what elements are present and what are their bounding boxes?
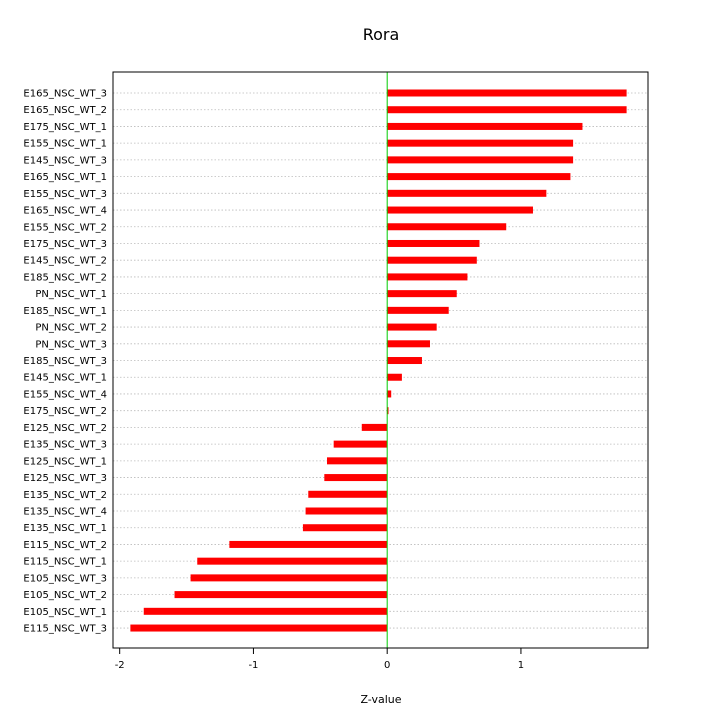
- y-tick-label: E135_NSC_WT_4: [23, 507, 107, 518]
- y-tick-label: E125_NSC_WT_2: [23, 423, 107, 434]
- y-tick-label: PN_NSC_WT_2: [35, 323, 107, 334]
- bar: [387, 189, 547, 197]
- bar: [387, 390, 392, 398]
- chart-title: Rora: [363, 25, 400, 44]
- bar: [190, 574, 388, 582]
- y-tick-label: E145_NSC_WT_3: [23, 155, 107, 166]
- y-tick-label: E175_NSC_WT_1: [23, 122, 107, 133]
- y-tick-label: E115_NSC_WT_3: [23, 624, 107, 635]
- y-tick-label: E135_NSC_WT_3: [23, 440, 107, 451]
- y-tick-label: E145_NSC_WT_2: [23, 256, 107, 267]
- y-tick-labels: E165_NSC_WT_3 E165_NSC_WT_2 E175_NSC_WT_1 E…: [23, 89, 107, 635]
- y-tick-label: E165_NSC_WT_1: [23, 172, 107, 183]
- y-tick-label: E155_NSC_WT_2: [23, 222, 107, 233]
- y-tick-label: E165_NSC_WT_4: [23, 206, 107, 217]
- bar: [387, 239, 480, 247]
- bar: [387, 357, 422, 365]
- y-tick-label: E155_NSC_WT_4: [23, 389, 107, 400]
- x-tick-label: 1: [518, 660, 524, 671]
- y-tick-label: E155_NSC_WT_3: [23, 189, 107, 200]
- bar: [174, 591, 388, 599]
- y-tick-label: E105_NSC_WT_3: [23, 573, 107, 584]
- bar: [387, 156, 574, 164]
- y-tick-label: PN_NSC_WT_1: [35, 289, 107, 300]
- bar: [305, 507, 388, 515]
- y-tick-label: E105_NSC_WT_1: [23, 607, 107, 618]
- y-tick-label: E105_NSC_WT_2: [23, 590, 107, 601]
- bar: [143, 607, 388, 615]
- y-tick-label: E135_NSC_WT_1: [23, 523, 107, 534]
- y-tick-label: E165_NSC_WT_2: [23, 105, 107, 116]
- bar: [387, 139, 574, 147]
- y-tick-label: E175_NSC_WT_3: [23, 239, 107, 250]
- bar: [387, 89, 627, 97]
- x-tick-label: -1: [248, 660, 258, 671]
- bar: [387, 206, 533, 214]
- bar: [387, 290, 457, 298]
- y-tick-label: E165_NSC_WT_3: [23, 89, 107, 100]
- bar: [387, 256, 477, 264]
- bars-layer: [130, 89, 627, 632]
- bar: [197, 557, 388, 565]
- y-tick-label: E185_NSC_WT_3: [23, 356, 107, 367]
- bar: [324, 474, 388, 482]
- y-tick-label: E175_NSC_WT_2: [23, 406, 107, 417]
- bar: [387, 306, 449, 314]
- y-tick-label: E135_NSC_WT_2: [23, 490, 107, 501]
- bar: [327, 457, 388, 465]
- y-tick-label: E155_NSC_WT_1: [23, 139, 107, 150]
- y-tick-label: E115_NSC_WT_1: [23, 557, 107, 568]
- bar: [387, 223, 507, 231]
- bar: [308, 490, 388, 498]
- bar: [130, 624, 388, 632]
- y-tick-label: E185_NSC_WT_2: [23, 272, 107, 283]
- bar: [387, 122, 583, 130]
- y-tick-label: E125_NSC_WT_3: [23, 473, 107, 484]
- bar: [361, 423, 388, 431]
- y-tick-label: E185_NSC_WT_1: [23, 306, 107, 317]
- x-tick-label: 0: [384, 660, 390, 671]
- x-axis-label: Z-value: [360, 693, 401, 706]
- x-axis: -2 -1 0 1: [115, 647, 524, 671]
- bar: [387, 407, 389, 415]
- bar: [387, 323, 437, 331]
- bar: [387, 373, 402, 381]
- bar: [229, 540, 388, 548]
- bar: [387, 273, 468, 281]
- y-tick-label: E145_NSC_WT_1: [23, 373, 107, 384]
- bar: [302, 524, 388, 532]
- y-tick-label: E125_NSC_WT_1: [23, 456, 107, 467]
- bar: [387, 340, 430, 348]
- bar: [333, 440, 388, 448]
- x-tick-label: -2: [115, 660, 125, 671]
- y-tick-label: E115_NSC_WT_2: [23, 540, 107, 551]
- y-tick-label: PN_NSC_WT_3: [35, 339, 107, 350]
- bar: [387, 106, 627, 114]
- bar: [387, 173, 571, 181]
